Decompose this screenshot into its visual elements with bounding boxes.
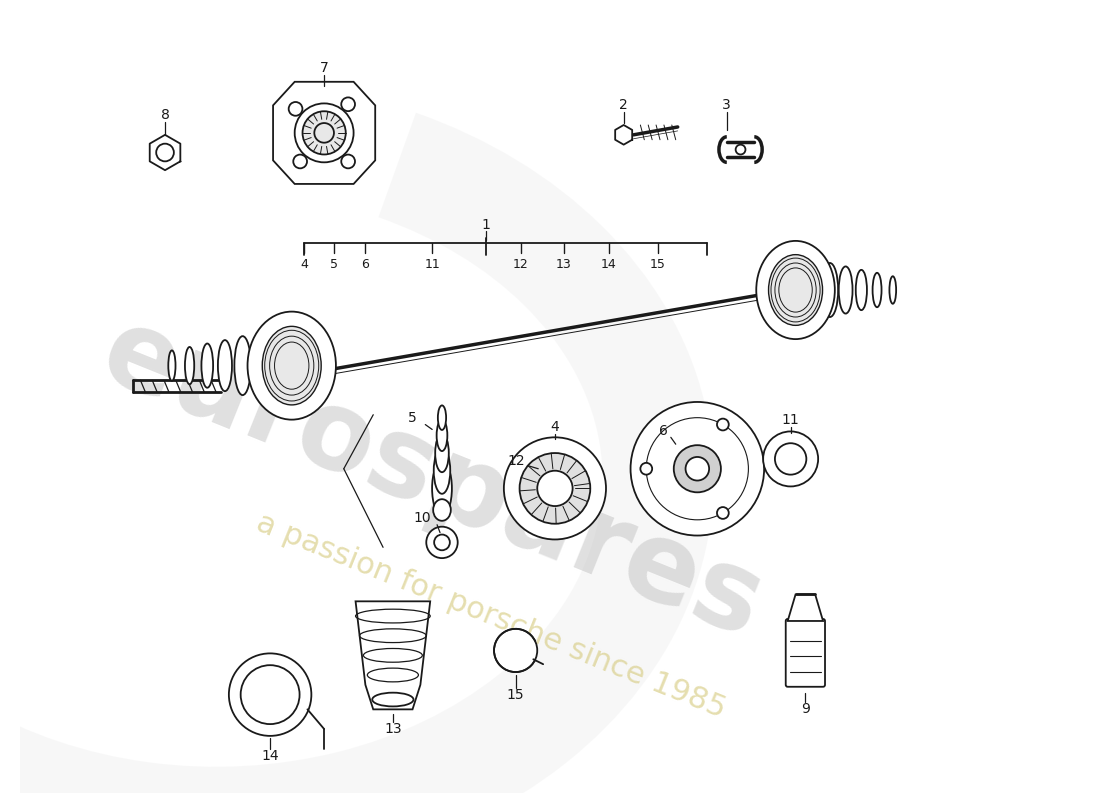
Circle shape: [630, 402, 764, 535]
Circle shape: [774, 443, 806, 474]
Ellipse shape: [433, 448, 450, 494]
Circle shape: [229, 654, 311, 736]
Text: 9: 9: [801, 702, 810, 716]
Circle shape: [494, 629, 537, 672]
Circle shape: [434, 534, 450, 550]
Ellipse shape: [201, 343, 213, 388]
Ellipse shape: [433, 499, 451, 521]
Text: 4: 4: [300, 258, 308, 271]
Circle shape: [288, 102, 302, 116]
Text: 14: 14: [262, 749, 279, 762]
Ellipse shape: [890, 276, 896, 304]
Text: eurospares: eurospares: [86, 298, 778, 660]
Ellipse shape: [838, 266, 853, 314]
Ellipse shape: [437, 420, 448, 451]
Text: 15: 15: [650, 258, 666, 271]
Polygon shape: [273, 82, 375, 184]
Circle shape: [302, 111, 345, 154]
Circle shape: [685, 457, 710, 481]
Text: 3: 3: [723, 98, 732, 112]
Ellipse shape: [372, 693, 414, 706]
Circle shape: [294, 154, 307, 168]
Text: 7: 7: [320, 61, 329, 75]
Text: 6: 6: [362, 258, 370, 271]
Circle shape: [537, 470, 573, 506]
Circle shape: [427, 526, 458, 558]
FancyBboxPatch shape: [785, 619, 825, 686]
Ellipse shape: [872, 273, 881, 307]
Text: 6: 6: [659, 425, 668, 438]
Circle shape: [156, 144, 174, 162]
Text: 5: 5: [408, 410, 417, 425]
Ellipse shape: [436, 434, 449, 472]
Circle shape: [640, 463, 652, 474]
Circle shape: [295, 103, 353, 162]
Ellipse shape: [438, 406, 447, 430]
Text: 8: 8: [161, 108, 169, 122]
Ellipse shape: [822, 263, 838, 317]
Ellipse shape: [185, 347, 195, 384]
Text: 11: 11: [425, 258, 440, 271]
Text: 4: 4: [551, 421, 559, 434]
Text: a passion for porsche since 1985: a passion for porsche since 1985: [252, 508, 730, 724]
Text: 12: 12: [513, 258, 528, 271]
Text: 2: 2: [619, 98, 628, 112]
Circle shape: [341, 98, 355, 111]
Text: 13: 13: [384, 722, 402, 736]
Text: 1: 1: [482, 218, 491, 232]
Text: 13: 13: [556, 258, 572, 271]
Text: 12: 12: [508, 454, 526, 468]
Circle shape: [519, 453, 591, 524]
Polygon shape: [788, 594, 823, 621]
Text: 14: 14: [601, 258, 617, 271]
Ellipse shape: [234, 336, 251, 395]
Text: 5: 5: [330, 258, 338, 271]
Ellipse shape: [168, 350, 176, 381]
Ellipse shape: [856, 270, 867, 310]
Ellipse shape: [769, 254, 823, 326]
Polygon shape: [150, 135, 180, 170]
Ellipse shape: [248, 312, 336, 420]
Ellipse shape: [262, 326, 321, 405]
Circle shape: [763, 431, 818, 486]
Polygon shape: [615, 125, 632, 145]
Ellipse shape: [218, 340, 232, 391]
Circle shape: [674, 445, 720, 492]
Text: 10: 10: [414, 511, 431, 525]
Polygon shape: [355, 602, 430, 710]
Ellipse shape: [757, 241, 835, 339]
Circle shape: [504, 438, 606, 539]
Circle shape: [717, 507, 729, 519]
Text: 15: 15: [507, 688, 525, 702]
Circle shape: [717, 418, 729, 430]
Circle shape: [341, 154, 355, 168]
Circle shape: [736, 145, 746, 154]
Ellipse shape: [432, 461, 452, 516]
Text: 11: 11: [782, 413, 800, 426]
